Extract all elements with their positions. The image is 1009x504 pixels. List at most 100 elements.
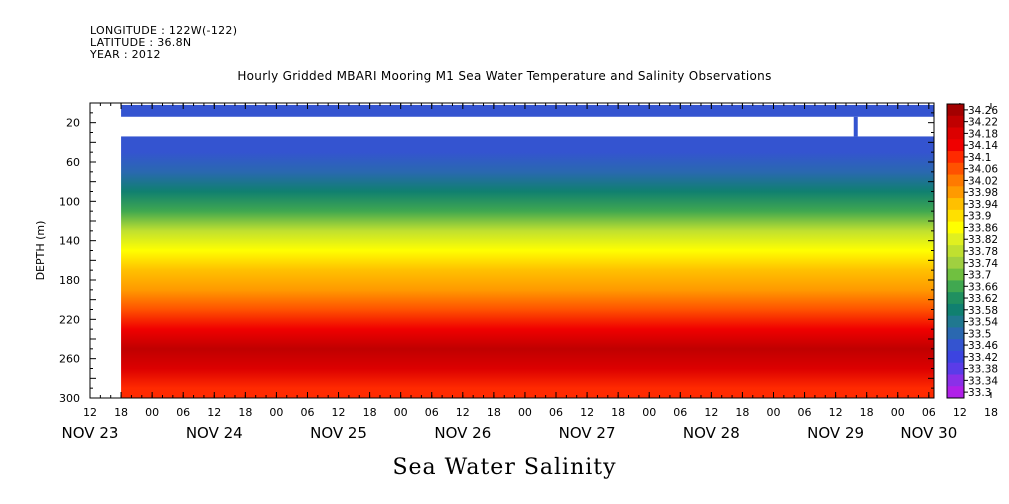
near-surface-band xyxy=(121,104,934,117)
y-axis-title: DEPTH (m) xyxy=(34,221,47,281)
hour-tick-label: 00 xyxy=(269,406,283,419)
colorbar-label: 33.62 xyxy=(968,293,998,305)
y-tick-label: 100 xyxy=(59,195,80,208)
colorbar-swatch xyxy=(947,198,964,211)
colorbar-swatch xyxy=(947,374,964,387)
colorbar-label: 33.78 xyxy=(968,246,998,258)
colorbar-label: 33.38 xyxy=(968,364,998,376)
hour-tick-label: 12 xyxy=(829,406,843,419)
colorbar-swatch xyxy=(947,127,964,140)
colorbar-label: 34.22 xyxy=(968,117,998,129)
footer-variable-label: Sea Water Salinity xyxy=(392,455,617,480)
y-tick-label: 220 xyxy=(59,313,80,326)
colorbar-swatch xyxy=(947,245,964,258)
colorbar-swatch xyxy=(947,362,964,375)
colorbar-swatch xyxy=(947,350,964,364)
plot-area xyxy=(89,102,935,399)
colorbar-label: 33.98 xyxy=(968,187,998,199)
colorbar-label: 33.7 xyxy=(968,270,991,282)
hour-tick-label: 18 xyxy=(238,406,252,419)
day-label: NOV 28 xyxy=(683,424,740,442)
hour-tick-label: 06 xyxy=(798,406,812,419)
hour-tick-label: 18 xyxy=(984,406,998,419)
y-tick-label: 300 xyxy=(59,392,80,405)
colorbar-label: 33.46 xyxy=(968,340,998,352)
colorbar-swatch xyxy=(947,339,964,352)
hour-tick-label: 12 xyxy=(704,406,718,419)
axes: 12 18 00 06 12 18 00 06 12 18 00 06 12 18 00 06 12 18 00 06… xyxy=(34,102,998,442)
colorbar-label: 34.06 xyxy=(968,164,998,176)
y-tick-label: 60 xyxy=(66,156,80,169)
hour-tick-label: 00 xyxy=(642,406,656,419)
hour-tick-label: 18 xyxy=(363,406,377,419)
colorbar-label: 33.9 xyxy=(968,211,991,223)
hour-tick-label: 12 xyxy=(580,406,594,419)
colorbar: 34.2634.2234.1834.1434.134.0634.0233.983… xyxy=(946,103,998,399)
hour-tick-label: 12 xyxy=(953,406,967,419)
hour-tick-label: 18 xyxy=(860,406,874,419)
colorbar-label: 33.3 xyxy=(968,387,991,399)
day-label: NOV 30 xyxy=(900,424,957,442)
colorbar-label: 33.58 xyxy=(968,305,998,317)
colorbar-swatch xyxy=(947,315,964,328)
y-tick-label: 180 xyxy=(59,274,80,287)
hour-tick-label: 18 xyxy=(611,406,625,419)
colorbar-label: 33.5 xyxy=(968,328,991,340)
colorbar-swatch xyxy=(947,256,964,270)
colorbar-label: 33.66 xyxy=(968,281,998,293)
hour-tick-label: 18 xyxy=(487,406,501,419)
colorbar-swatch xyxy=(947,104,964,117)
colorbar-label: 33.34 xyxy=(968,375,998,387)
salinity-field xyxy=(121,136,934,398)
colorbar-swatch xyxy=(947,209,964,223)
colorbar-label: 34.02 xyxy=(968,175,998,187)
day-label: NOV 23 xyxy=(62,424,119,442)
colorbar-swatch xyxy=(947,233,964,246)
day-label: NOV 24 xyxy=(186,424,243,442)
hour-tick-label: 18 xyxy=(114,406,128,419)
colorbar-swatch xyxy=(947,280,964,293)
hour-tick-label: 00 xyxy=(766,406,780,419)
hour-tick-label: 00 xyxy=(891,406,905,419)
longitude-label: LONGITUDE : 122W(-122) xyxy=(90,24,238,37)
y-tick-label: 260 xyxy=(59,353,80,366)
colorbar-swatch xyxy=(947,303,964,317)
year-label: YEAR : 2012 xyxy=(90,48,161,61)
hour-tick-label: 06 xyxy=(176,406,190,419)
colorbar-label: 33.82 xyxy=(968,234,998,246)
hour-tick-label: 00 xyxy=(145,406,159,419)
colorbar-swatch xyxy=(947,386,964,399)
hour-tick-label: 12 xyxy=(332,406,346,419)
colorbar-label: 33.94 xyxy=(968,199,998,211)
colorbar-label: 34.26 xyxy=(968,105,998,117)
colorbar-swatch xyxy=(947,221,964,234)
hour-tick-label: 18 xyxy=(735,406,749,419)
gap-connector xyxy=(853,116,858,137)
colorbar-label: 33.54 xyxy=(968,317,998,329)
hour-tick-label: 06 xyxy=(425,406,439,419)
colorbar-swatch xyxy=(947,139,964,152)
colorbar-label: 33.74 xyxy=(968,258,998,270)
colorbar-label: 33.86 xyxy=(968,222,998,234)
colorbar-swatch xyxy=(947,174,964,187)
hour-tick-label: 12 xyxy=(207,406,221,419)
day-label: NOV 29 xyxy=(807,424,864,442)
colorbar-swatch xyxy=(947,186,964,199)
colorbar-swatch xyxy=(947,268,964,281)
day-label: NOV 27 xyxy=(559,424,616,442)
hour-tick-label: 12 xyxy=(83,406,97,419)
hour-tick-label: 06 xyxy=(549,406,563,419)
colorbar-label: 34.14 xyxy=(968,140,998,152)
colorbar-label: 33.42 xyxy=(968,352,998,364)
hour-tick-label: 06 xyxy=(673,406,687,419)
colorbar-swatch xyxy=(947,327,964,340)
colorbar-swatch xyxy=(947,151,964,164)
colorbar-swatch xyxy=(947,162,964,176)
latitude-label: LATITUDE : 36.8N xyxy=(90,36,192,49)
hour-tick-label: 00 xyxy=(394,406,408,419)
colorbar-label: 34.18 xyxy=(968,128,998,140)
day-label: NOV 25 xyxy=(310,424,367,442)
hour-tick-label: 00 xyxy=(518,406,532,419)
hour-tick-label: 12 xyxy=(456,406,470,419)
